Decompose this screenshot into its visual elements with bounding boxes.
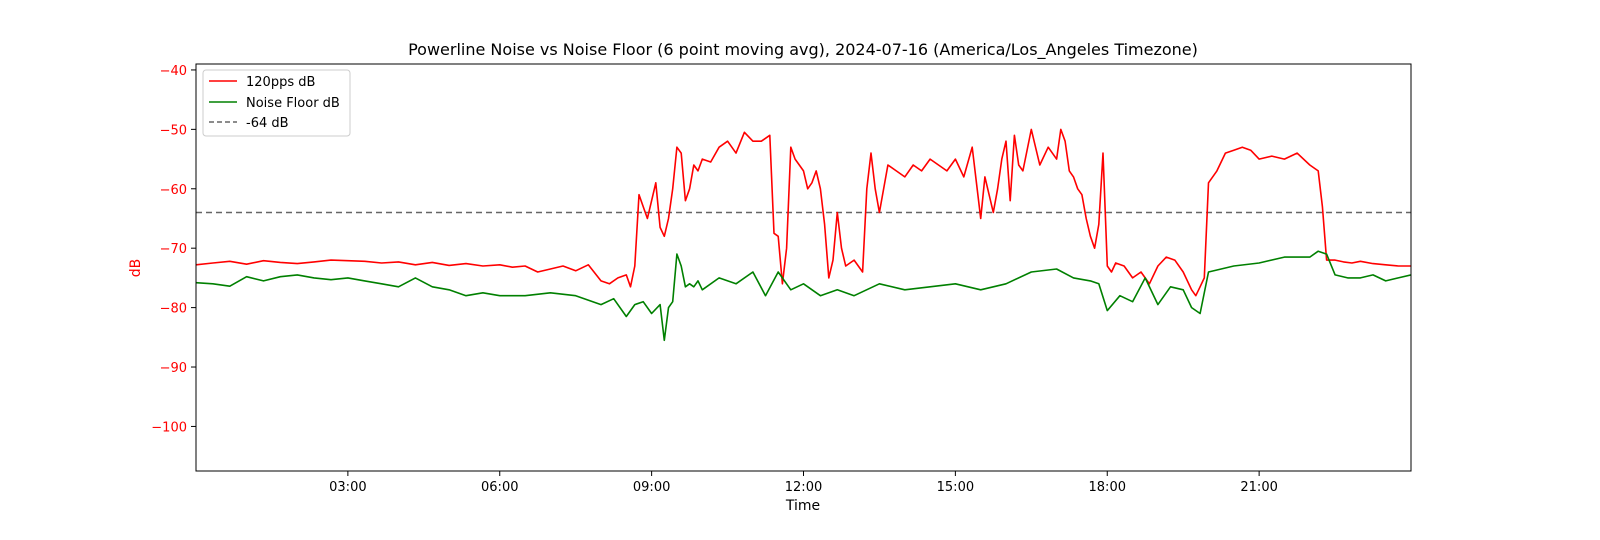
legend-label-120pps: 120pps dB — [246, 75, 315, 90]
y-tick-label: −80 — [160, 302, 187, 317]
x-tick-label: 12:00 — [785, 480, 822, 495]
x-tick-label: 15:00 — [937, 480, 974, 495]
x-tick-label: 09:00 — [633, 480, 670, 495]
y-tick-label: −70 — [160, 242, 187, 257]
legend-label-noise-floor: Noise Floor dB — [246, 96, 340, 111]
chart-title: Powerline Noise vs Noise Floor (6 point … — [408, 40, 1198, 60]
x-tick-label: 18:00 — [1089, 480, 1126, 495]
x-axis: 03:00 06:00 09:00 12:00 15:00 18:00 21:00 — [329, 471, 1278, 495]
series-line-120pps — [196, 128, 1411, 297]
legend-box — [202, 69, 351, 137]
plot-area — [196, 128, 1411, 342]
y-tick-label: −100 — [151, 420, 187, 435]
y-tick-label: −50 — [160, 123, 187, 138]
series-line-noise-floor — [196, 250, 1411, 342]
y-tick-label: −90 — [160, 361, 187, 376]
y-axis: −40 −50 −60 −70 −80 −90 −100 — [151, 64, 196, 435]
x-tick-label: 21:00 — [1240, 480, 1277, 495]
x-tick-label: 06:00 — [481, 480, 518, 495]
y-tick-label: −40 — [160, 64, 187, 79]
legend: 120pps dB Noise Floor dB -64 dB — [202, 69, 351, 137]
y-axis-label: dB — [128, 259, 144, 278]
x-tick-label: 03:00 — [329, 480, 366, 495]
legend-label-reference: -64 dB — [246, 116, 289, 131]
x-axis-label: Time — [785, 498, 820, 514]
y-tick-label: −60 — [160, 183, 187, 198]
